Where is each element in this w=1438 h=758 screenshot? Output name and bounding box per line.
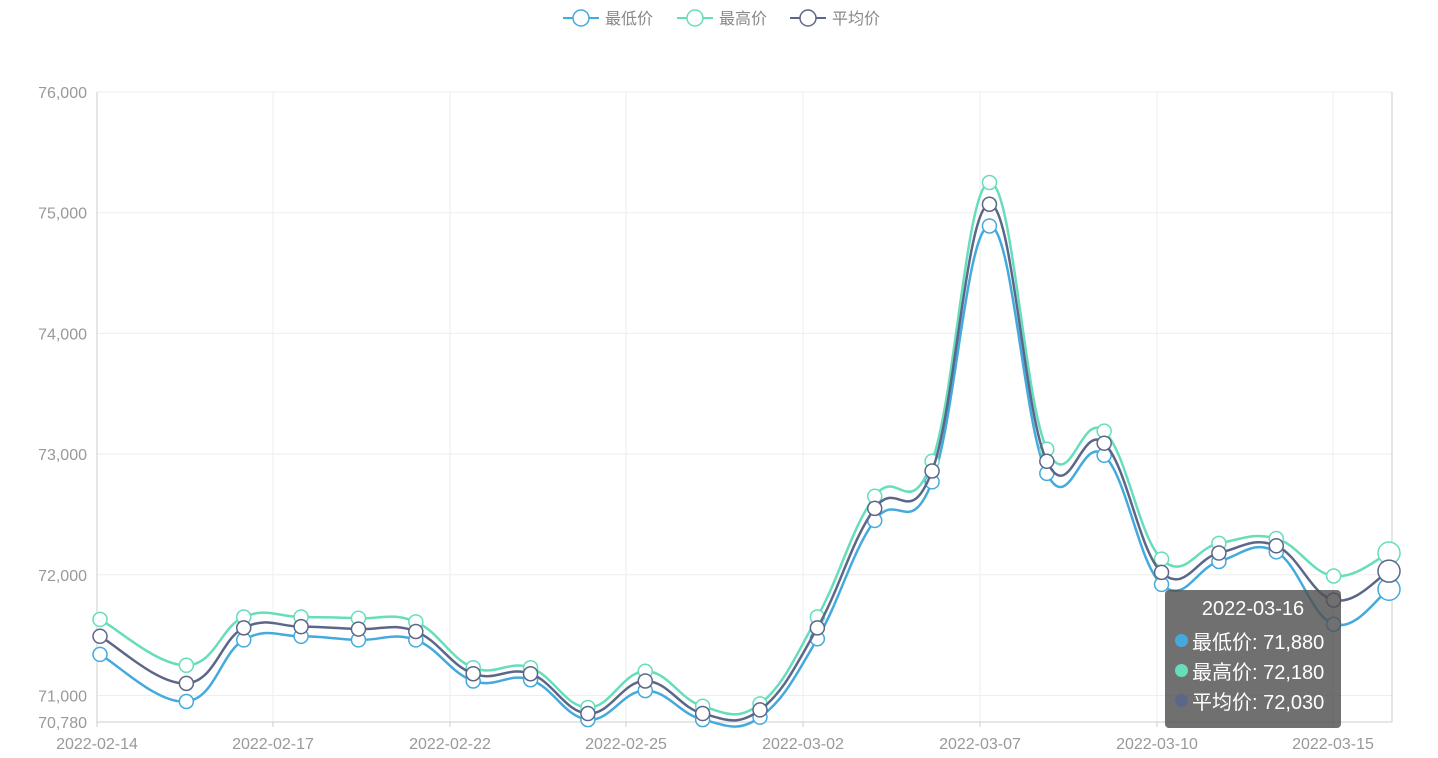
series-high: [92, 174, 1401, 716]
data-point: [1268, 538, 1285, 554]
legend-label: 平均价: [832, 10, 880, 28]
y-tick-label: 75,000: [38, 206, 87, 223]
tooltip-dot-low: [1175, 633, 1188, 647]
legend-marker: [799, 9, 817, 27]
data-point: [350, 621, 367, 637]
tooltip-dot-high: [1175, 663, 1188, 677]
data-point: [235, 620, 252, 636]
series-avg: [92, 196, 1401, 722]
data-point: [92, 628, 108, 645]
tooltip-label-avg: 平均价: 72,030: [1192, 691, 1325, 714]
legend-marker: [572, 9, 590, 27]
data-point: [178, 657, 195, 674]
data-point: [981, 196, 998, 212]
legend-item-high[interactable]: 最高价: [677, 9, 767, 28]
legend-label: 最低价: [605, 10, 653, 28]
x-tick-label: 2022-03-07: [939, 736, 1021, 753]
tooltip-row-low: 最低价: 71,880: [1175, 625, 1331, 655]
data-point: [1325, 568, 1342, 584]
data-point: [1153, 564, 1170, 581]
legend-marker: [686, 9, 704, 27]
x-tick-label: 2022-03-15: [1292, 736, 1374, 753]
data-point: [637, 673, 654, 689]
data-point: [1377, 559, 1401, 583]
legend[interactable]: 最低价 最高价 平均价: [563, 9, 880, 28]
data-point: [981, 218, 998, 234]
data-point: [522, 665, 539, 682]
tooltip: 2022-03-16 最低价: 71,880 最高价: 72,180 平均价: …: [1165, 590, 1341, 728]
y-tick-label: 76,000: [38, 85, 87, 102]
legend-item-low[interactable]: 最低价: [563, 9, 653, 28]
x-tick-label: 2022-02-25: [585, 736, 667, 753]
tooltip-dot-avg: [1175, 693, 1188, 707]
data-point: [981, 174, 998, 191]
tooltip-row-high: 最高价: 72,180: [1175, 655, 1331, 685]
data-point: [178, 693, 195, 710]
data-point: [1211, 545, 1227, 561]
tooltip-label-low: 最低价: 71,880: [1192, 631, 1325, 654]
tooltip-label-high: 最高价: 72,180: [1192, 661, 1325, 684]
data-point: [178, 675, 195, 692]
data-point: [694, 705, 711, 722]
legend-label: 最高价: [719, 10, 767, 28]
data-point: [1153, 551, 1170, 567]
data-point: [580, 705, 596, 722]
tooltip-row-avg: 平均价: 72,030: [1175, 685, 1331, 715]
data-point: [752, 702, 768, 718]
y-tick-label: 71,000: [38, 688, 87, 705]
data-point: [92, 611, 108, 628]
data-point: [1096, 435, 1112, 451]
y-tick-label: 70,780: [38, 715, 87, 732]
y-tick-label: 73,000: [38, 447, 87, 464]
y-tick-label: 72,000: [38, 568, 87, 585]
x-tick-label: 2022-02-17: [232, 736, 314, 753]
tooltip-title: 2022-03-16: [1201, 598, 1305, 620]
grid: [97, 91, 1392, 722]
series-layer[interactable]: [92, 174, 1401, 728]
legend-item-avg[interactable]: 平均价: [790, 9, 880, 28]
axes: 70,780 71,000 72,000 73,000 74,000 75,000 76,0…: [38, 85, 1393, 753]
data-point: [924, 463, 940, 479]
data-point: [293, 618, 309, 635]
data-point: [465, 665, 481, 682]
data-point: [408, 623, 424, 640]
x-tick-label: 2022-03-10: [1116, 736, 1198, 753]
data-point: [809, 620, 826, 636]
y-tick-label: 74,000: [38, 326, 87, 343]
x-tick-label: 2022-03-02: [762, 736, 844, 753]
data-point: [866, 500, 883, 517]
data-point: [92, 646, 108, 663]
x-tick-label: 2022-02-14: [56, 736, 138, 753]
x-tick-label: 2022-02-22: [409, 736, 491, 753]
data-point: [1039, 453, 1055, 470]
